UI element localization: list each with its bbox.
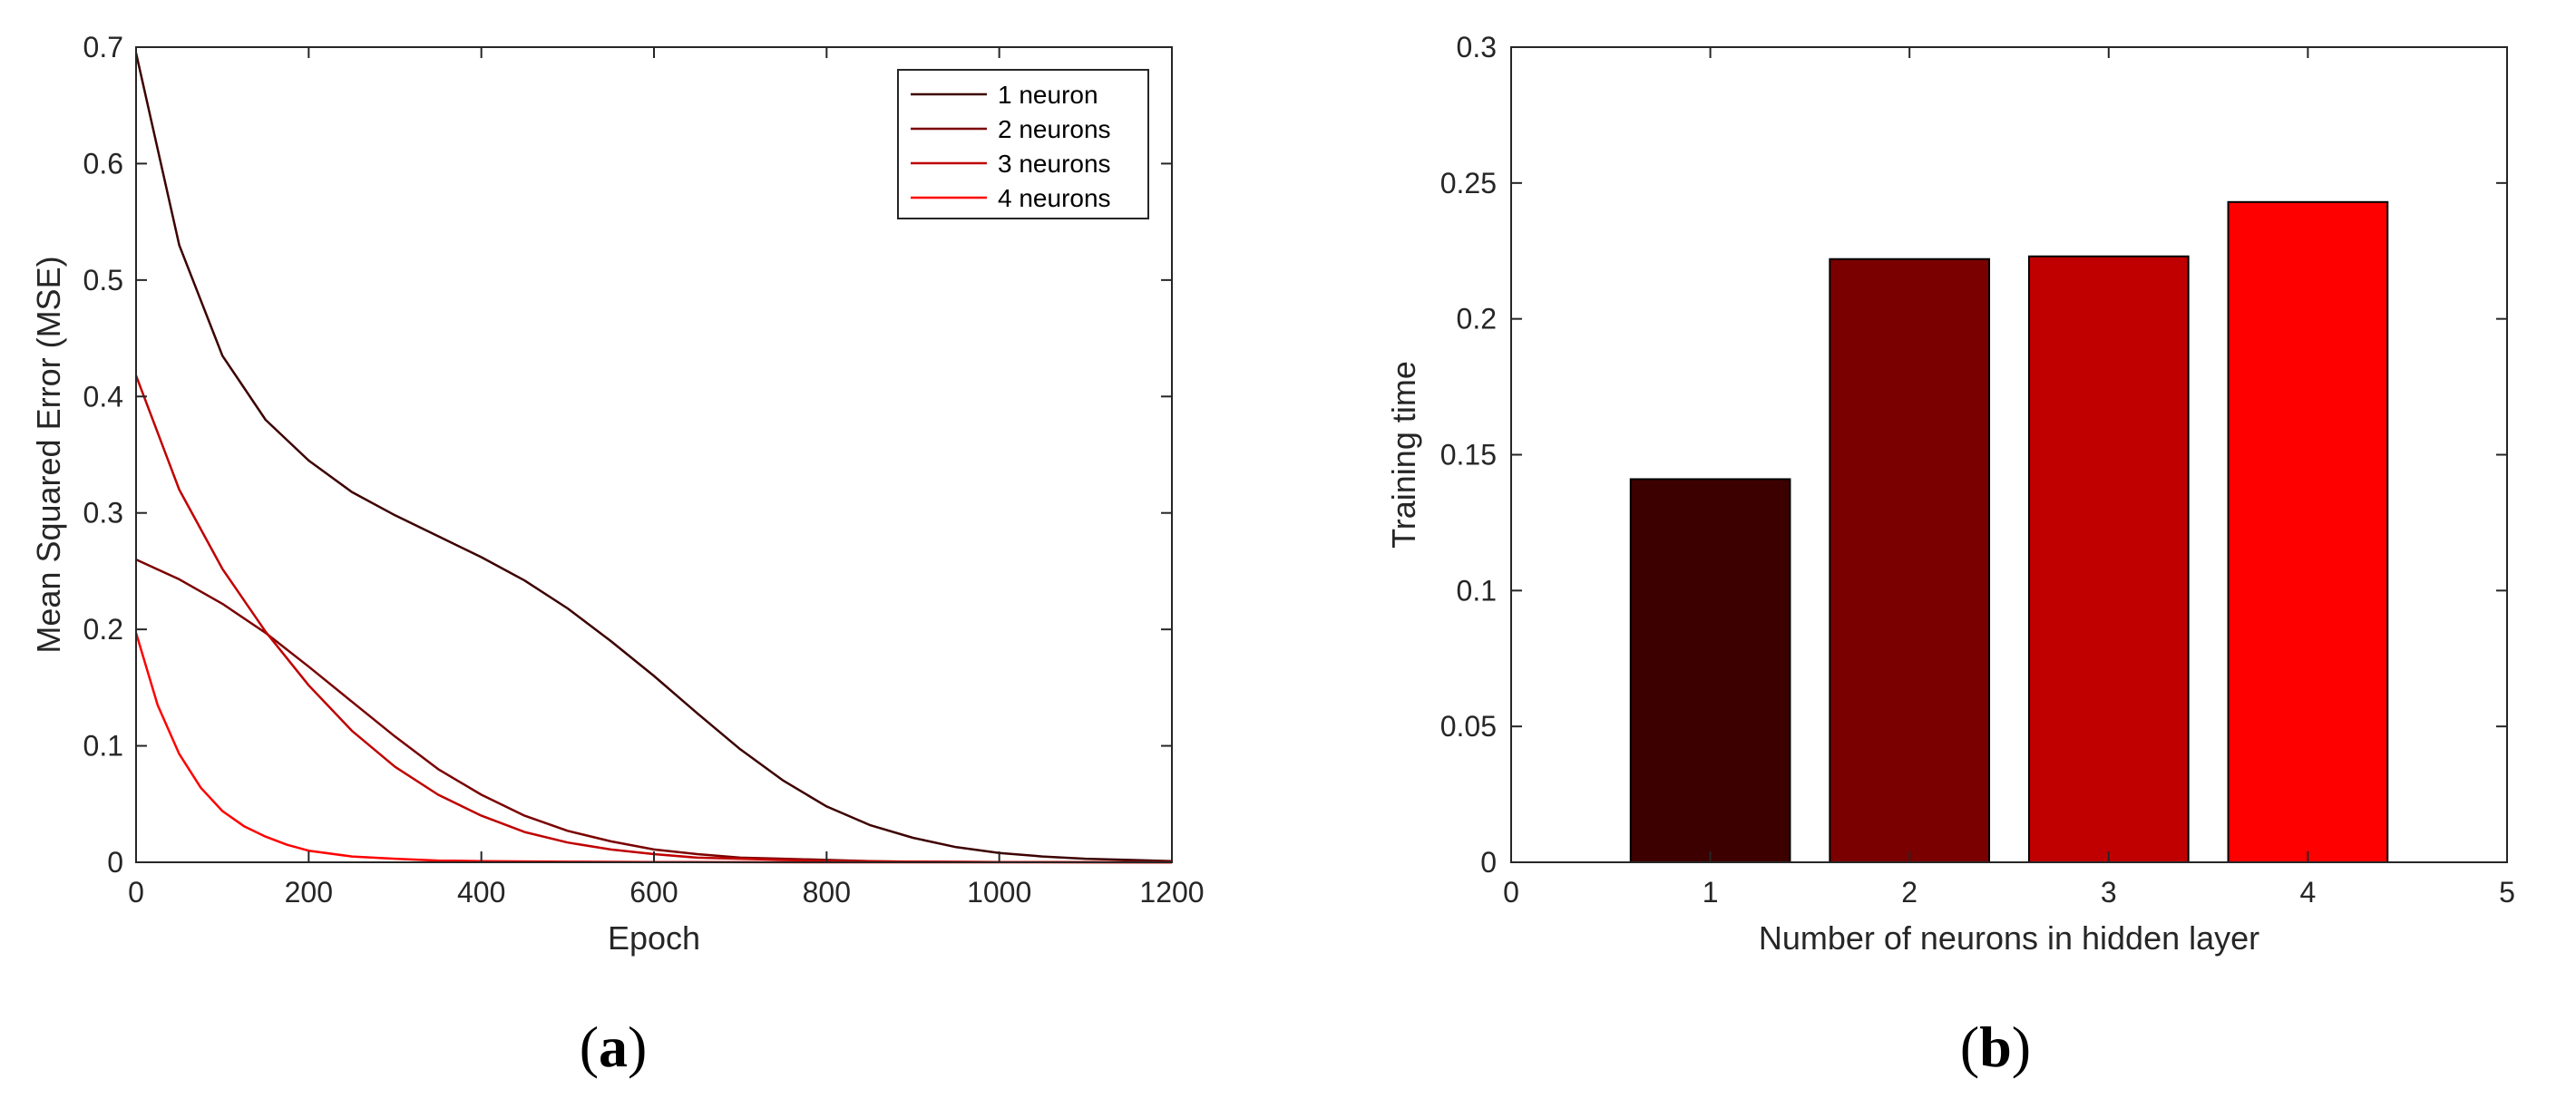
x-tick-label: 1000 bbox=[967, 876, 1031, 909]
bar-3 bbox=[2027, 255, 2190, 863]
y-tick-label: 0.3 bbox=[83, 497, 123, 530]
x-tick-label: 4 bbox=[2300, 876, 2317, 909]
y-tick-label: 0.4 bbox=[83, 380, 123, 413]
y-tick-label: 0.25 bbox=[1440, 167, 1497, 199]
bar-1 bbox=[1629, 478, 1791, 863]
legend-label-1: 1 neuron bbox=[998, 81, 1098, 109]
series-line-2 bbox=[135, 558, 1173, 864]
y-tick-label: 0.7 bbox=[83, 31, 123, 63]
y-tick-label: 0.15 bbox=[1440, 439, 1497, 471]
bar-4 bbox=[2227, 200, 2389, 863]
y-axis-label: Training time bbox=[1385, 361, 1422, 549]
x-tick-label: 600 bbox=[629, 876, 678, 909]
y-tick-label: 0.5 bbox=[83, 264, 123, 296]
panel-label-a: (a) bbox=[580, 1015, 648, 1079]
y-tick-label: 0 bbox=[1480, 846, 1497, 879]
chart-mse: 0 200 400 600 800 1000 1200 0 0.1 0.2 0.3 0.4 0.5 0.6… bbox=[30, 31, 1205, 957]
chart-training-time: 0 1 2 3 4 5 0 0.05 0.1 0.15 0.2 0.25 0.3 Number of ne… bbox=[1385, 31, 2515, 957]
legend-label-3: 3 neurons bbox=[998, 150, 1111, 178]
x-tick-label: 5 bbox=[2499, 876, 2515, 909]
x-tick-label: 1 bbox=[1703, 876, 1719, 909]
series-line-4 bbox=[134, 632, 1172, 864]
y-axis-label: Mean Squared Error (MSE) bbox=[30, 256, 67, 653]
x-tick-label: 800 bbox=[803, 876, 851, 909]
x-tick-label: 1200 bbox=[1139, 876, 1204, 909]
bar-2 bbox=[1829, 258, 1991, 863]
y-tick-label: 0.2 bbox=[1457, 303, 1497, 335]
x-tick-label: 0 bbox=[1503, 876, 1519, 909]
y-tick-label: 0.1 bbox=[83, 730, 123, 763]
y-tick-label: 0.3 bbox=[1457, 31, 1497, 63]
y-tick-label: 0.2 bbox=[83, 613, 123, 646]
x-tick-label: 400 bbox=[457, 876, 505, 909]
x-axis-label: Epoch bbox=[608, 919, 700, 957]
y-tick-label: 0.05 bbox=[1440, 710, 1497, 743]
legend-label-2: 2 neurons bbox=[998, 115, 1111, 143]
x-tick-label: 200 bbox=[285, 876, 333, 909]
y-tick-label: 0.6 bbox=[83, 147, 123, 180]
panel-label-b: (b) bbox=[1960, 1015, 2031, 1079]
x-axis-label: Number of neurons in hidden layer bbox=[1759, 919, 2259, 957]
x-tick-label: 2 bbox=[1901, 876, 1917, 909]
series-line-3 bbox=[134, 374, 1173, 864]
y-tick-label: 0 bbox=[107, 846, 123, 879]
y-tick-label: 0.1 bbox=[1457, 574, 1497, 607]
x-tick-label: 3 bbox=[2101, 876, 2117, 909]
x-tick-label: 0 bbox=[128, 876, 144, 909]
legend-label-4: 4 neurons bbox=[998, 184, 1111, 212]
